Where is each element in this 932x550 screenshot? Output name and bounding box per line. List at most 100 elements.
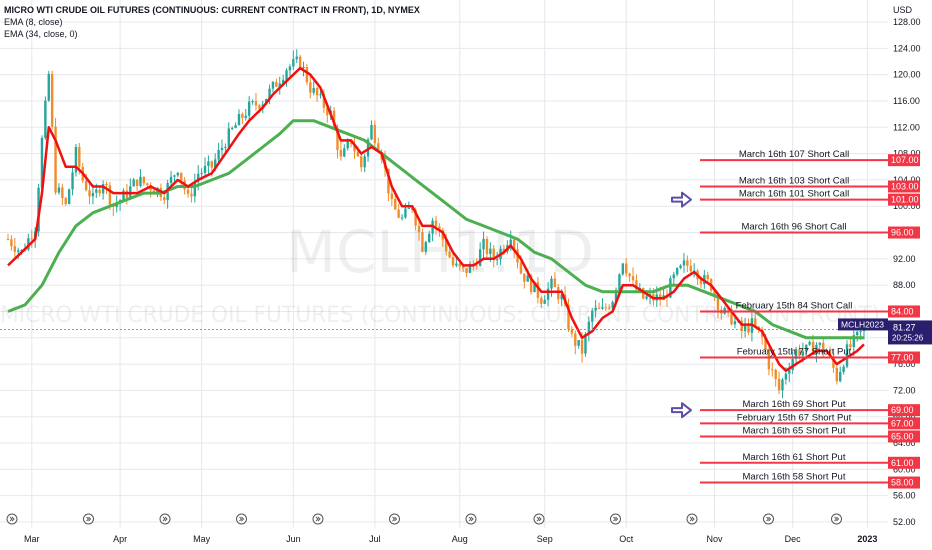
candle-body (305, 67, 309, 83)
candle-body (44, 100, 47, 138)
candle-body (618, 274, 621, 290)
last-price-tag-background (888, 320, 932, 345)
candle-body (251, 101, 254, 103)
candle-body (203, 165, 207, 173)
candle-body (163, 197, 166, 201)
level-label: March 16th 65 Short Put (743, 425, 846, 436)
candle-body (258, 105, 261, 109)
candle-body (574, 333, 577, 346)
chevron-right-icon (468, 516, 474, 522)
price-tick-label: 120.00 (893, 70, 921, 80)
candle-body (356, 151, 360, 157)
level-tag-value: 84.00 (891, 306, 914, 316)
candle-body (197, 173, 200, 183)
price-tick-label: 128.00 (893, 17, 921, 27)
level-tag-background (888, 154, 920, 167)
candle-body (822, 342, 825, 352)
candle-body (278, 83, 281, 87)
candle-body (244, 115, 247, 118)
level-tag-background (888, 404, 920, 417)
candle-body (818, 342, 822, 345)
candle-body (254, 101, 258, 106)
candle-body (611, 302, 614, 308)
level-label: March 16th 69 Short Put (743, 399, 846, 410)
candle-body (801, 351, 805, 356)
event-icons (6, 513, 842, 525)
candle-body (706, 274, 709, 280)
candle-body (247, 101, 251, 116)
candle-body (798, 349, 801, 356)
candle-body (557, 287, 560, 300)
candle-body (146, 183, 149, 185)
candle-body (781, 379, 784, 391)
indicator-ema-34[interactable]: EMA (34, close, 0) (4, 29, 78, 39)
price-tick-label: 64.00 (893, 438, 916, 448)
candle-body (794, 349, 798, 359)
level-label: February 15th 84 Short Call (736, 300, 853, 311)
time-axis[interactable]: Mar Apr May Jun Jul Aug Sep Oct Nov Dec 2023 (0, 513, 888, 550)
candle-body (842, 366, 845, 373)
candle-body (180, 172, 183, 181)
candle-body (774, 369, 777, 379)
candle-body (64, 198, 67, 204)
time-tick-label: Aug (452, 534, 468, 544)
chevron-right-icon (9, 516, 15, 522)
candle-body (88, 190, 91, 197)
candle-body (767, 349, 771, 370)
candle-body (217, 149, 220, 160)
candle-body (353, 144, 356, 152)
candle-body (495, 259, 499, 261)
candle-body (407, 207, 411, 209)
candle-body (74, 146, 78, 173)
candle-body (771, 369, 774, 371)
level-label: March 16th 107 Short Call (739, 149, 849, 160)
candle-body (740, 320, 743, 332)
candle-body (686, 260, 689, 266)
candle-body (105, 184, 108, 186)
candle-body (40, 137, 44, 188)
candle-body (815, 344, 818, 354)
indicator-ema-8[interactable]: EMA (8, close) (4, 17, 63, 27)
candle-body (856, 331, 859, 336)
level-label: February 15th 77 Short Put (737, 347, 852, 358)
level-tag-value: 101.00 (891, 195, 919, 205)
level-label: March 16th 101 Short Call (739, 189, 849, 200)
candle-body (482, 238, 485, 250)
grid (0, 0, 888, 528)
candle-body (377, 143, 380, 152)
time-tick-label: Jun (286, 534, 301, 544)
candle-body (57, 187, 61, 193)
candle-body (135, 179, 139, 186)
candle-body (394, 199, 397, 210)
price-tick-label: 60.00 (893, 464, 916, 474)
candle-body (101, 184, 105, 194)
candle-body (805, 344, 808, 352)
time-tick-label: Apr (113, 534, 127, 544)
time-tick-label: Oct (619, 534, 634, 544)
candle-body (139, 176, 142, 186)
candle-body (835, 367, 839, 382)
candle-body (784, 373, 788, 380)
chevron-right-icon (613, 516, 619, 522)
price-axis[interactable]: USD 52.00 56.00 60.00 64.00 68.00 72.00 76.00 8… (888, 0, 932, 550)
candle-body (271, 81, 275, 89)
candle-body (608, 307, 611, 309)
level-tag-background (888, 180, 920, 193)
candle-body (285, 70, 288, 80)
candle-body (241, 114, 244, 118)
candle-body (550, 278, 553, 289)
time-tick-label: Mar (24, 534, 40, 544)
candle-body (268, 88, 271, 100)
candle-body (791, 358, 794, 370)
candle-body (614, 289, 618, 303)
candle-body (523, 273, 526, 282)
candle-body (458, 263, 461, 267)
chevron-right-icon (239, 516, 245, 522)
level-tag-value: 67.00 (891, 418, 914, 428)
candle-body (84, 180, 88, 191)
candle-body (716, 295, 720, 310)
candle-body (526, 275, 529, 282)
candle-body (478, 249, 482, 266)
candle-body (417, 225, 421, 233)
